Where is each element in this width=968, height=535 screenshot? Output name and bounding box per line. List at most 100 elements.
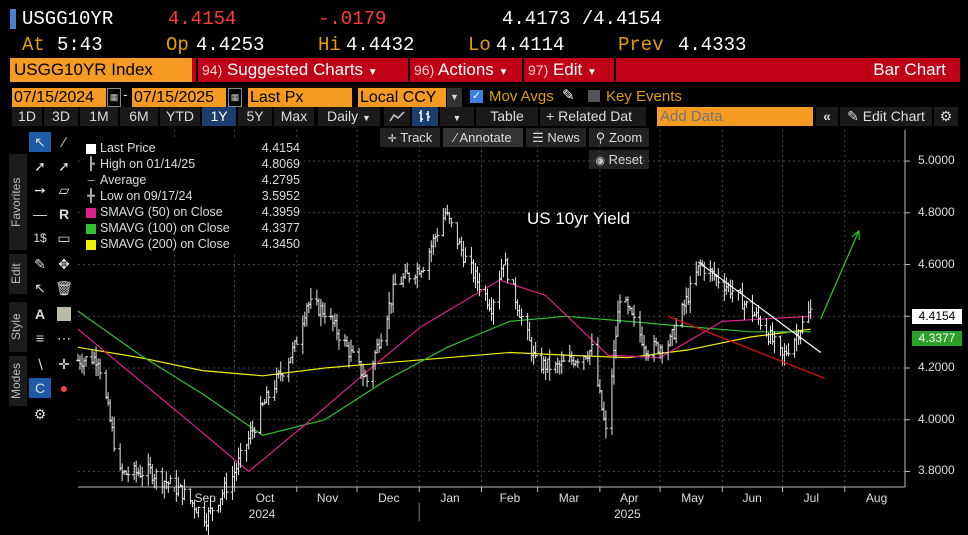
legend-row[interactable]: – Average 4.2795 — [82, 172, 304, 188]
font-icon[interactable]: A — [34, 306, 46, 322]
settings-button[interactable]: ⚙ — [934, 107, 958, 126]
tab-style[interactable]: Style — [9, 302, 27, 352]
bar-chart-button[interactable] — [412, 107, 438, 126]
text-tool-icon[interactable]: R — [58, 206, 70, 222]
period-6m[interactable]: 6M — [120, 107, 158, 126]
pointer-add-icon[interactable]: ↖ — [34, 280, 46, 296]
ohlc-bar — [561, 354, 566, 362]
zoom-button[interactable]: ⚲ Zoom — [589, 128, 649, 147]
ohlc-bar — [152, 473, 157, 489]
price-field-select[interactable]: Last Px — [248, 88, 352, 107]
ohlc-bar — [280, 372, 285, 382]
ohlc-bar — [348, 339, 353, 362]
tab-edit[interactable]: Edit — [9, 254, 27, 294]
ohlc-bar — [292, 339, 297, 352]
magnet-icon[interactable]: ∖ — [35, 356, 45, 372]
news-button[interactable]: ☰ News — [526, 128, 586, 147]
line-draw-icon[interactable]: ∕ — [62, 134, 66, 150]
legend-row[interactable]: Last Price 4.4154 — [82, 140, 304, 156]
menu-edit[interactable]: 97) Edit ▼ — [524, 58, 614, 82]
add-data-input[interactable] — [657, 107, 813, 126]
pointer-icon[interactable]: ↖ — [29, 132, 51, 152]
chevron-down-icon[interactable]: ▼ — [447, 88, 462, 107]
ohlc-bar — [118, 443, 123, 471]
tab-modes[interactable]: Modes — [9, 356, 27, 406]
period-5y[interactable]: 5Y — [238, 107, 272, 126]
ohlc-bar — [740, 282, 745, 310]
legend-row[interactable]: ╋ Low on 09/17/24 3.5952 — [82, 188, 304, 204]
collapse-panel-button[interactable]: « — [816, 107, 838, 126]
ohlc-bar — [654, 337, 659, 347]
ohlc-bar — [344, 336, 349, 347]
legend-row[interactable]: SMAVG (100) on Close 4.3377 — [82, 220, 304, 236]
legend-row[interactable]: SMAVG (50) on Close 4.3959 — [82, 204, 304, 220]
ohlc-bar — [700, 259, 705, 267]
arrow-line-icon[interactable]: ➙ — [34, 182, 46, 198]
ohlc-bar — [188, 488, 193, 505]
currency-select[interactable]: Local CCY — [358, 88, 446, 107]
legend-value: 4.4154 — [261, 141, 300, 155]
track-button[interactable]: ✛ Track — [380, 128, 440, 147]
chart-style-dropdown[interactable]: ▼ — [440, 107, 474, 126]
fib-icon[interactable]: 1$ — [33, 231, 47, 245]
trendline-icon[interactable]: ➚ — [34, 158, 46, 174]
mov-avgs-label[interactable]: Mov Avgs — [489, 88, 554, 105]
horizontal-line-icon[interactable]: — — [33, 206, 47, 222]
ohlc-bar — [545, 358, 550, 373]
related-data-button[interactable]: + Related Dat — [540, 107, 646, 126]
ohlc-bar — [483, 285, 488, 302]
end-date-field[interactable]: 07/15/2025 — [132, 88, 226, 107]
annotate-button[interactable]: ∕ Annotate — [443, 128, 523, 147]
key-events-label[interactable]: Key Events — [606, 88, 682, 105]
line-width-icon[interactable]: ≡ — [35, 330, 45, 346]
rectangle-icon[interactable]: ▭ — [57, 230, 71, 246]
period-max[interactable]: Max — [274, 107, 314, 126]
channel-icon[interactable]: ▱ — [58, 182, 70, 198]
cycle-icon[interactable]: C — [29, 378, 51, 398]
trash-icon[interactable]: 🗑 — [55, 280, 73, 296]
key-events-checkbox[interactable] — [588, 90, 600, 102]
line-chart-button[interactable] — [384, 107, 410, 126]
calendar-icon[interactable]: ▦ — [107, 88, 121, 107]
legend-row[interactable]: ┣ High on 01/14/25 4.8069 — [82, 156, 304, 172]
y-tick-label: 4.6000 — [918, 256, 955, 271]
reset-button[interactable]: ◉ Reset — [589, 150, 649, 169]
crosshair-pointer-icon[interactable]: ✛ — [58, 356, 70, 372]
period-1m[interactable]: 1M — [80, 107, 118, 126]
gear-icon[interactable]: ⚙ — [33, 406, 47, 422]
ohlc-bar — [531, 345, 536, 365]
edit-chart-button[interactable]: ✎ Edit Chart — [840, 107, 932, 126]
ray-icon[interactable]: ➚ — [58, 158, 70, 174]
pencil-icon[interactable]: ✎ — [34, 256, 46, 272]
ohlc-bar — [583, 355, 588, 360]
start-date-field[interactable]: 07/15/2024 — [12, 88, 106, 107]
pencil-icon[interactable]: ✎ — [562, 87, 575, 104]
legend-value: 4.3959 — [261, 205, 300, 219]
palette-icon[interactable]: ● — [59, 380, 69, 396]
pencil-icon: ✎ — [847, 108, 859, 124]
ohlc-bar — [668, 333, 673, 347]
legend-label: SMAVG (200) on Close — [100, 237, 230, 251]
security-field[interactable]: USGG10YR Index — [10, 58, 192, 82]
color-fill-icon[interactable] — [53, 304, 75, 324]
menu-suggested-charts[interactable]: 94) Suggested Charts ▼ — [198, 58, 408, 82]
period-3d[interactable]: 3D — [44, 107, 78, 126]
move-icon[interactable]: ✥ — [58, 256, 70, 272]
line-style-icon[interactable]: ⋯ — [57, 330, 71, 346]
table-button[interactable]: Table — [476, 107, 538, 126]
ticker[interactable]: USGG10YR — [22, 8, 114, 30]
tab-favorites[interactable]: Favorites — [9, 154, 27, 250]
legend-row[interactable]: SMAVG (200) on Close 4.3450 — [82, 236, 304, 252]
frequency-select[interactable]: Daily ▼ — [318, 107, 380, 126]
menu-actions[interactable]: 96) Actions ▼ — [410, 58, 522, 82]
period-ytd[interactable]: YTD — [160, 107, 200, 126]
mov-avgs-checkbox[interactable]: ✓ — [470, 90, 483, 103]
ohlc-bar — [806, 301, 811, 324]
bid-ask: 4.4173 /4.4154 — [502, 8, 662, 30]
calendar-icon[interactable]: ▦ — [228, 88, 242, 107]
ohlc-bar — [529, 337, 534, 362]
ohlc-bar — [768, 325, 773, 345]
ohlc-bar — [250, 420, 255, 440]
period-1y[interactable]: 1Y — [202, 107, 236, 126]
period-1d[interactable]: 1D — [12, 107, 42, 126]
